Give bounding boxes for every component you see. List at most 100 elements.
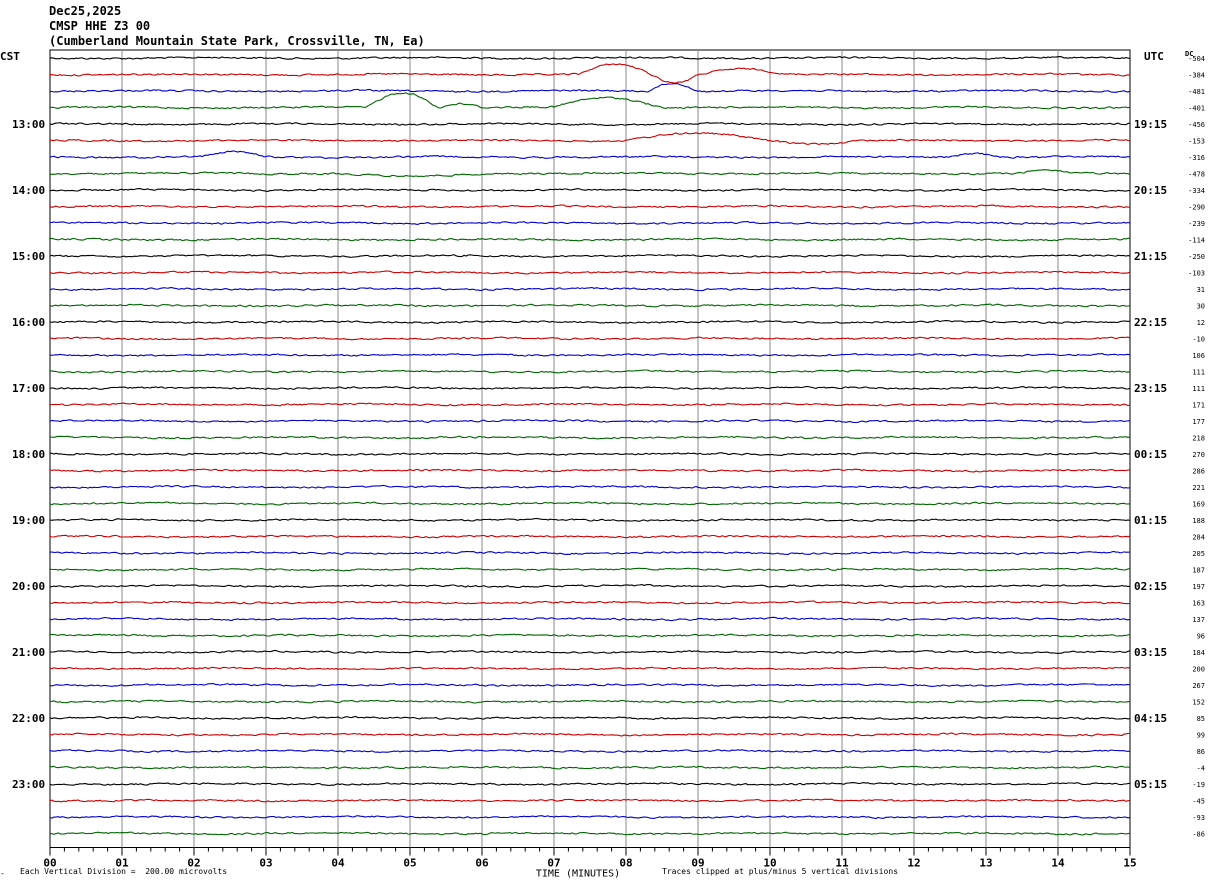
dc-offset-label: -334 [1188,187,1205,195]
trace-line [49,831,1131,836]
right-hour-label: 19:15 [1134,118,1167,131]
trace-line [49,452,1131,456]
left-hour-label: 13:00 [12,118,45,131]
trace-line [49,204,1131,209]
x-tick-label: 09 [691,857,704,870]
dc-offset-label: 221 [1192,484,1205,492]
dc-offset-label: 218 [1192,435,1205,443]
x-tick-label: 02 [187,857,200,870]
x-tick-label: 11 [835,857,849,870]
trace-line [49,150,1131,159]
trace-line [49,683,1131,687]
chart-location: (Cumberland Mountain State Park, Crossvi… [49,34,425,48]
dc-offset-label: 85 [1197,715,1205,723]
trace-line [49,584,1131,589]
dc-offset-label: -103 [1188,270,1205,278]
x-axis-label: TIME (MINUTES) [536,869,620,880]
right-hour-label: 02:15 [1134,580,1167,593]
trace-line [49,484,1131,489]
dc-offset-label: 286 [1192,468,1205,476]
dc-offset-label: 111 [1192,385,1205,393]
trace-line [49,122,1131,127]
trace-line [49,385,1131,390]
trace-line [49,270,1131,275]
trace-line [49,56,1131,60]
dc-offset-label: -153 [1188,138,1205,146]
x-tick-label: 00 [43,857,56,870]
trace-line [49,132,1131,145]
trace-line [49,649,1131,654]
corner-mark: - [0,869,5,878]
dc-offset-label: 267 [1192,682,1205,690]
left-hour-label: 21:00 [12,646,45,659]
right-hour-label: 05:15 [1134,778,1167,791]
trace-line [49,188,1131,192]
trace-line [49,92,1131,110]
trace-line [49,402,1131,407]
trace-line [49,633,1131,638]
dc-offset-label: 200 [1192,666,1205,674]
left-hour-label: 17:00 [12,382,45,395]
x-tick-label: 05 [403,857,416,870]
trace-line [49,336,1131,341]
dc-offset-label: 30 [1197,303,1205,311]
dc-offset-label: 284 [1192,534,1205,542]
dc-label: DC [1185,50,1194,58]
x-tick-label: 12 [907,857,920,870]
x-tick-label: 13 [979,857,992,870]
dc-offset-label: 99 [1197,732,1205,740]
dc-offset-label: -316 [1188,154,1205,162]
left-hour-label: 16:00 [12,316,45,329]
left-hour-label: 22:00 [12,712,45,725]
trace-line [49,352,1131,357]
dc-offset-label: 187 [1192,567,1205,575]
dc-offset-label: -384 [1188,72,1205,80]
dc-offset-label: -93 [1192,814,1205,822]
dc-offset-label: 111 [1192,369,1205,377]
left-timezone-label: CST [0,50,20,63]
dc-offset-label: -478 [1188,171,1205,179]
x-tick-label: 04 [331,857,345,870]
dc-offset-label: 106 [1192,352,1205,360]
trace-line [49,169,1131,178]
trace-line [49,749,1131,753]
left-hour-label: 20:00 [12,580,45,593]
trace-line [49,600,1131,605]
dc-offset-label: -19 [1192,781,1205,789]
dc-offset-label: 137 [1192,616,1205,624]
dc-offset-label: 96 [1197,633,1205,641]
dc-offset-label: -504 [1188,55,1205,63]
scale-note: Each Vertical Division = 200.00 microvol… [20,867,228,876]
trace-line [49,369,1131,374]
trace-line [49,699,1131,704]
chart-station: CMSP HHE Z3 00 [49,19,151,33]
trace-line [49,63,1131,84]
x-tick-label: 07 [547,857,560,870]
trace-line [50,221,1131,225]
x-tick-label: 03 [259,857,272,870]
trace-line [49,616,1131,622]
dc-offset-label: -86 [1192,831,1205,839]
dc-offset-label: 31 [1197,286,1205,294]
x-tick-label: 08 [619,857,632,870]
right-hour-label: 20:15 [1134,184,1167,197]
dc-offset-label: -114 [1188,237,1205,245]
trace-line [49,303,1131,308]
trace-line [49,501,1130,506]
trace-line [49,782,1131,786]
trace-line [49,798,1131,803]
right-hour-label: 23:15 [1134,382,1167,395]
dc-offset-label: 270 [1192,451,1205,459]
trace-line [49,765,1131,770]
x-tick-label: 06 [475,857,489,870]
trace-line [49,550,1131,556]
left-hour-label: 19:00 [12,514,45,527]
dc-offset-label: -4 [1197,765,1205,773]
trace-line [49,567,1131,572]
trace-line [49,815,1131,820]
trace-line [49,83,1131,93]
right-timezone-label: UTC [1144,50,1164,63]
left-hour-label: 14:00 [12,184,45,197]
trace-line [49,418,1131,424]
left-hour-label: 15:00 [12,250,45,263]
